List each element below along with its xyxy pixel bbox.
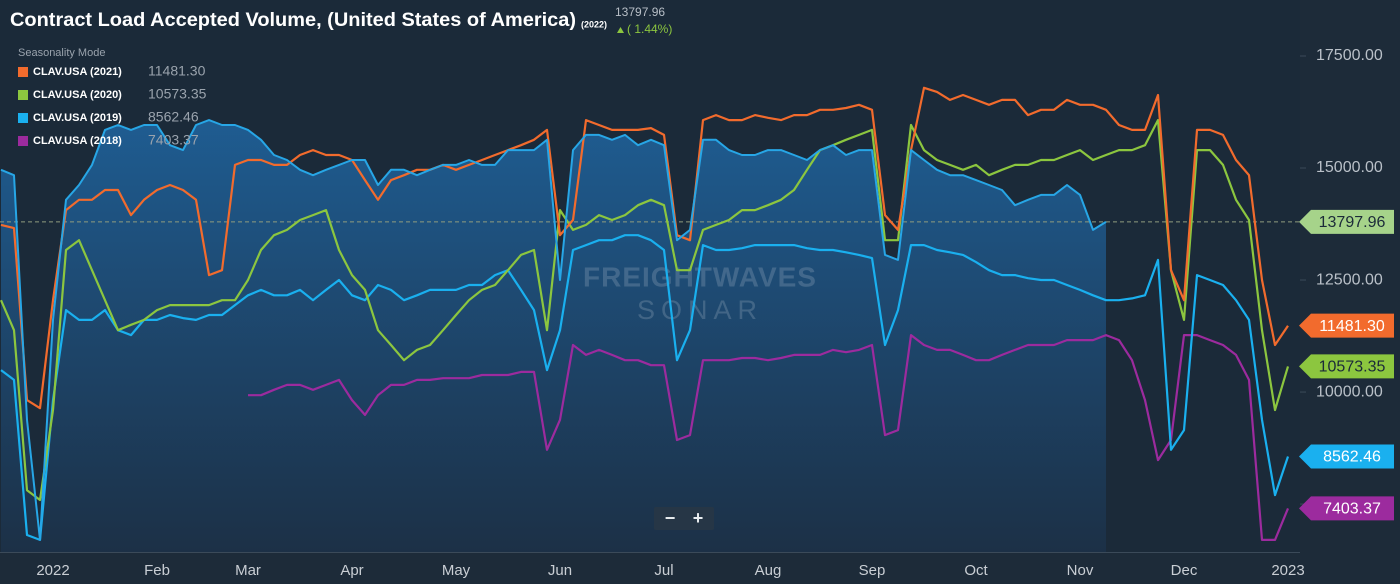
y-tick-label: 15000.00 xyxy=(1316,159,1383,176)
title-series: (2022) xyxy=(581,19,607,29)
area-fill xyxy=(1,120,1106,552)
area-line xyxy=(0,119,1107,541)
zoom-control-bg xyxy=(654,507,714,530)
legend-name: CLAV.USA (2018) xyxy=(33,135,122,147)
y-tick-label: 17500.00 xyxy=(1316,47,1383,64)
legend-value: 10573.35 xyxy=(148,86,207,102)
legend-name: CLAV.USA (2020) xyxy=(33,89,122,101)
legend: CLAV.USA (2021) 11481.30 CLAV.USA (2020) 10… xyxy=(18,63,207,148)
series-line xyxy=(0,234,1290,541)
y-tick-label: 12500.00 xyxy=(1316,271,1383,288)
legend-swatch xyxy=(18,67,28,77)
x-tick-label: Feb xyxy=(144,562,170,579)
legend-swatch xyxy=(18,113,28,123)
x-tick-label: May xyxy=(442,562,471,579)
x-tick-label: Jun xyxy=(548,562,572,579)
x-tick-label: Sep xyxy=(859,562,886,579)
value-badge xyxy=(1299,354,1394,379)
series-line xyxy=(0,86,1289,410)
legend-name: CLAV.USA (2019) xyxy=(33,112,122,124)
title-value: 13797.96 xyxy=(615,5,665,19)
zoom-control: − + xyxy=(654,507,714,530)
chart-title: Contract Load Accepted Volume, (United S… xyxy=(10,10,576,31)
value-badge xyxy=(1299,313,1394,338)
x-tick-label: Nov xyxy=(1067,562,1094,579)
value-badge-label: 8562.46 xyxy=(1323,449,1381,466)
up-arrow-icon xyxy=(617,27,624,33)
x-tick-label: Jul xyxy=(654,562,673,579)
value-badge-label: 13797.96 xyxy=(1319,214,1386,231)
legend-subtitle: Seasonality Mode xyxy=(18,47,105,59)
legend-value: 11481.30 xyxy=(148,63,206,79)
value-badge-label: 7403.37 xyxy=(1323,501,1381,518)
x-tick-label: Mar xyxy=(235,562,261,579)
series-line xyxy=(248,334,1290,541)
zoom-in-button[interactable]: + xyxy=(693,508,704,528)
x-tick-label: Apr xyxy=(340,562,363,579)
title-change: ( 1.44%) xyxy=(627,22,672,36)
legend-name: CLAV.USA (2021) xyxy=(33,66,122,78)
watermark: SONAR xyxy=(637,295,763,325)
value-badge-label: 11481.30 xyxy=(1319,318,1385,335)
series-line xyxy=(0,119,1290,502)
legend-value: 7403.37 xyxy=(148,132,199,148)
x-tick-label: 2022 xyxy=(36,562,69,579)
value-badge-label: 10573.35 xyxy=(1319,359,1386,376)
x-tick-label: Oct xyxy=(964,562,988,579)
badges: 13797.96 11481.30 10573.35 8562.46 7403.37 xyxy=(1299,209,1394,521)
value-badge xyxy=(1299,209,1394,234)
y-tick-label: 10000.00 xyxy=(1316,383,1383,400)
x-tick-label: Dec xyxy=(1171,562,1198,579)
legend-value: 8562.46 xyxy=(148,109,199,125)
x-tick-label: Aug xyxy=(755,562,782,579)
zoom-out-button[interactable]: − xyxy=(665,508,676,528)
legend-swatch xyxy=(18,90,28,100)
legend-swatch xyxy=(18,136,28,146)
value-badge xyxy=(1299,444,1394,469)
value-badge xyxy=(1299,496,1394,521)
x-tick-label: 2023 xyxy=(1271,562,1304,579)
